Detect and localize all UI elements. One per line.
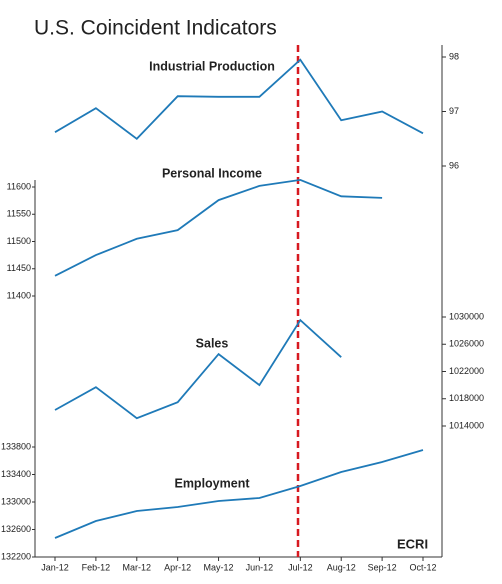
y-tick-label: 132600	[1, 524, 31, 534]
y-tick-label: 132200	[1, 551, 31, 561]
y-tick-label: 1030000	[449, 311, 484, 321]
y-tick-label: 11600	[7, 181, 31, 191]
y-tick-label: 1026000	[449, 339, 484, 349]
y-tick-label: 98	[449, 51, 459, 61]
x-tick-label: Jun-12	[246, 562, 274, 572]
series-line	[54, 178, 383, 277]
y-tick-label: 1018000	[449, 393, 484, 403]
y-tick-label: 133800	[1, 441, 31, 451]
x-tick-label: Sep-12	[368, 562, 397, 572]
series-line	[54, 318, 342, 420]
y-tick-label: 11550	[7, 209, 31, 219]
y-tick-label: 1022000	[449, 366, 484, 376]
y-tick-label: 133000	[1, 496, 31, 506]
y-tick-label: 96	[449, 160, 459, 170]
y-tick-label: 11400	[7, 290, 31, 300]
x-tick-label: Mar-12	[123, 562, 152, 572]
series-line	[54, 58, 424, 140]
y-tick-label: 97	[449, 106, 459, 116]
y-tick-label: 11450	[7, 263, 31, 273]
x-tick-label: Feb-12	[82, 562, 111, 572]
series-label: Industrial Production	[149, 59, 275, 73]
x-tick-label: Jul-12	[288, 562, 313, 572]
x-tick-label: Jan-12	[41, 562, 69, 572]
series-label: Sales	[196, 336, 229, 350]
x-tick-label: May-12	[204, 562, 234, 572]
x-tick-label: Oct-12	[409, 562, 436, 572]
y-tick-label: 133400	[1, 469, 31, 479]
series-label: Personal Income	[162, 166, 262, 180]
chart-title: U.S. Coincident Indicators	[34, 17, 277, 40]
series-line	[54, 449, 424, 539]
series-label: Employment	[174, 476, 250, 490]
y-tick-label: 11500	[7, 236, 31, 246]
y-tick-label: 1014000	[449, 420, 484, 430]
logo: ECRI	[397, 536, 428, 551]
x-tick-label: Aug-12	[327, 562, 356, 572]
x-tick-label: Apr-12	[164, 562, 191, 572]
